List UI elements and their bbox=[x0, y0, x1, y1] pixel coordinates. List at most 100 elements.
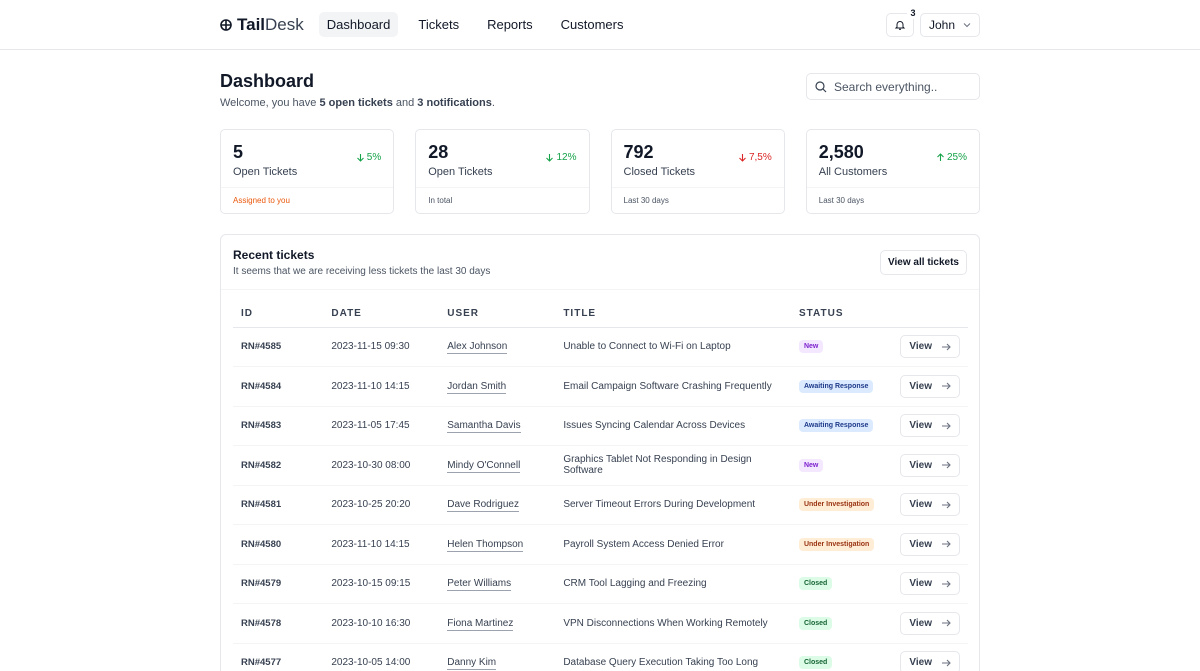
column-title[interactable]: TITLE bbox=[555, 301, 791, 328]
view-label: View bbox=[909, 578, 932, 590]
notification-count-badge: 3 bbox=[906, 7, 919, 19]
ticket-date: 2023-10-15 09:15 bbox=[323, 564, 440, 604]
ticket-user-link[interactable]: Fiona Martinez bbox=[447, 617, 514, 631]
nav-reports[interactable]: Reports bbox=[487, 17, 533, 32]
table-row[interactable]: RN#4580 2023-11-10 14:15 Helen Thompson Pay… bbox=[233, 524, 968, 565]
view-ticket-button[interactable]: View bbox=[900, 611, 960, 635]
view-ticket-button[interactable]: View bbox=[900, 651, 960, 671]
view-ticket-button[interactable]: View bbox=[900, 374, 960, 398]
nav-customers[interactable]: Customers bbox=[560, 17, 624, 32]
ticket-user-link[interactable]: Mindy O'Connell bbox=[447, 459, 521, 473]
ticket-user-cell: Jordan Smith bbox=[439, 366, 556, 407]
main-nav: Dashboard Tickets Reports Customers bbox=[318, 12, 638, 37]
ticket-user-link[interactable]: Jordan Smith bbox=[447, 380, 507, 394]
stat-value: 2,580 bbox=[818, 142, 864, 162]
table-row[interactable]: RN#4585 2023-11-15 09:30 Alex Johnson Unabl… bbox=[233, 327, 968, 367]
ticket-id: RN#4582 bbox=[233, 445, 324, 486]
view-label: View bbox=[909, 420, 932, 432]
recent-tickets-header: Recent tickets It seems that we are rece… bbox=[221, 235, 979, 290]
recent-tickets-subtitle: It seems that we are receiving less tick… bbox=[233, 265, 491, 277]
stat-card-assigned-open: 5 Open Tickets 5% Assigned to you bbox=[220, 129, 395, 214]
stat-card-closed: 792 Closed Tickets 7,5% Last 30 days bbox=[610, 129, 785, 214]
page-header: Dashboard Welcome, you have 5 open ticke… bbox=[220, 71, 980, 109]
ticket-user-link[interactable]: Alex Johnson bbox=[447, 341, 508, 355]
ticket-action-cell: View bbox=[892, 524, 968, 565]
stat-label: Closed Tickets bbox=[623, 166, 696, 178]
stat-trend: 5% bbox=[356, 152, 381, 163]
table-row[interactable]: RN#4582 2023-10-30 08:00 Mindy O'Connell Gr… bbox=[233, 445, 968, 486]
stat-footer: Last 30 days bbox=[818, 196, 865, 205]
view-ticket-button[interactable]: View bbox=[900, 453, 960, 477]
ticket-id: RN#4579 bbox=[233, 564, 324, 604]
status-badge: Awaiting Response bbox=[798, 379, 874, 393]
column-date[interactable]: DATE bbox=[323, 301, 440, 328]
view-ticket-button[interactable]: View bbox=[900, 335, 960, 359]
table-row[interactable]: RN#4577 2023-10-05 14:00 Danny Kim Database… bbox=[233, 643, 968, 671]
stat-label: Open Tickets bbox=[233, 166, 298, 178]
top-navigation-bar: Tail Desk Dashboard Tickets Reports Custo… bbox=[0, 0, 1200, 50]
column-status[interactable]: STATUS bbox=[790, 301, 893, 328]
ticket-user-link[interactable]: Helen Thompson bbox=[447, 538, 524, 552]
column-id[interactable]: ID bbox=[233, 301, 324, 328]
logo-icon bbox=[220, 18, 232, 31]
stat-value: 792 bbox=[623, 142, 654, 162]
arrow-right-icon bbox=[942, 580, 951, 588]
ticket-user-cell: Peter Williams bbox=[439, 564, 556, 604]
main-content: Dashboard Welcome, you have 5 open ticke… bbox=[0, 71, 1200, 671]
nav-dashboard[interactable]: Dashboard bbox=[318, 12, 399, 37]
table-row[interactable]: RN#4578 2023-10-10 16:30 Fiona Martinez VPN… bbox=[233, 603, 968, 644]
ticket-user-link[interactable]: Danny Kim bbox=[447, 657, 497, 671]
arrow-right-icon bbox=[942, 501, 951, 509]
view-all-tickets-button[interactable]: View all tickets bbox=[880, 249, 967, 275]
search-input[interactable] bbox=[834, 79, 964, 94]
view-ticket-button[interactable]: View bbox=[900, 493, 960, 517]
ticket-title: Unable to Connect to Wi-Fi on Laptop bbox=[555, 327, 791, 367]
view-ticket-button[interactable]: View bbox=[900, 572, 960, 596]
status-badge: Awaiting Response bbox=[798, 419, 874, 433]
stat-footer: Last 30 days bbox=[623, 196, 669, 205]
arrow-down-icon bbox=[546, 154, 554, 162]
status-badge: New bbox=[798, 458, 824, 472]
ticket-action-cell: View bbox=[892, 485, 968, 525]
notifications-button[interactable]: 3 bbox=[885, 7, 919, 37]
ticket-user-link[interactable]: Dave Rodriguez bbox=[447, 499, 519, 513]
status-badge: Under Investigation bbox=[798, 498, 875, 512]
table-row[interactable]: RN#4584 2023-11-10 14:15 Jordan Smith Email… bbox=[233, 366, 968, 407]
ticket-title: Database Query Execution Taking Too Long bbox=[555, 643, 791, 671]
stat-value: 28 bbox=[428, 142, 449, 162]
search-box[interactable] bbox=[806, 73, 980, 100]
brand-name-part2: Desk bbox=[265, 14, 304, 34]
view-ticket-button[interactable]: View bbox=[900, 532, 960, 556]
ticket-id: RN#4581 bbox=[233, 485, 324, 525]
column-user[interactable]: USER bbox=[439, 301, 556, 328]
view-ticket-button[interactable]: View bbox=[900, 414, 960, 438]
ticket-id: RN#4585 bbox=[233, 327, 324, 367]
ticket-title: CRM Tool Lagging and Freezing bbox=[555, 564, 791, 604]
user-menu-button[interactable]: John bbox=[919, 13, 980, 37]
ticket-action-cell: View bbox=[892, 445, 968, 486]
ticket-user-link[interactable]: Samantha Davis bbox=[447, 420, 521, 434]
ticket-status-cell: New bbox=[790, 327, 893, 367]
stat-card-customers: 2,580 All Customers 25% Last 30 days bbox=[805, 129, 980, 214]
stat-value: 5 bbox=[233, 142, 244, 162]
ticket-action-cell: View bbox=[892, 643, 968, 671]
status-badge: Closed bbox=[798, 616, 833, 630]
column-actions bbox=[892, 301, 968, 328]
ticket-status-cell: Closed bbox=[790, 643, 893, 671]
stat-trend: 25% bbox=[936, 152, 967, 163]
ticket-user-link[interactable]: Peter Williams bbox=[447, 578, 512, 592]
nav-tickets[interactable]: Tickets bbox=[418, 17, 460, 32]
view-label: View bbox=[909, 499, 932, 511]
ticket-date: 2023-11-10 14:15 bbox=[323, 366, 440, 407]
table-row[interactable]: RN#4581 2023-10-25 20:20 Dave Rodriguez Ser… bbox=[233, 485, 968, 525]
ticket-title: Email Campaign Software Crashing Frequen… bbox=[555, 366, 791, 407]
notifications-count: 3 notifications bbox=[417, 97, 492, 109]
recent-tickets-title: Recent tickets bbox=[233, 247, 315, 262]
table-row[interactable]: RN#4579 2023-10-15 09:15 Peter Williams CRM… bbox=[233, 564, 968, 604]
arrow-up-icon bbox=[937, 153, 944, 161]
table-row[interactable]: RN#4583 2023-11-05 17:45 Samantha Davis Iss… bbox=[233, 406, 968, 446]
brand-logo[interactable]: Tail Desk bbox=[220, 15, 304, 35]
ticket-id: RN#4578 bbox=[233, 603, 324, 644]
top-right-actions: 3 John bbox=[885, 7, 980, 37]
ticket-id: RN#4584 bbox=[233, 366, 324, 407]
